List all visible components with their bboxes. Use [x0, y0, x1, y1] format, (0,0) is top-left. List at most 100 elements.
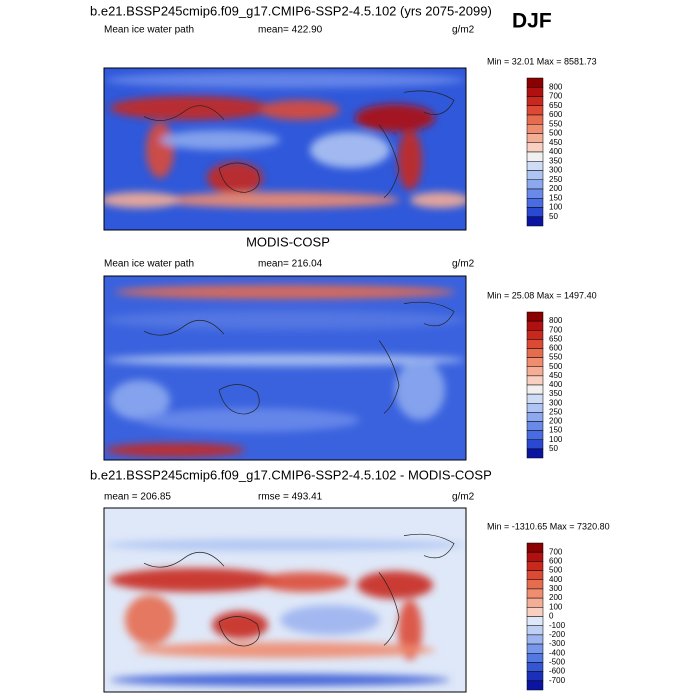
colorbar-box [526, 662, 544, 672]
colorbar-label: 700 [549, 547, 563, 556]
colorbar-box [526, 403, 544, 413]
colorbar-box [526, 348, 544, 358]
coastline [143, 301, 455, 415]
colorbar-label: 600 [549, 556, 563, 565]
panel-title: MODIS-COSP [246, 234, 330, 249]
colorbar-box [526, 142, 544, 153]
field-blob [355, 104, 435, 132]
colorbar-label: 550 [549, 353, 563, 362]
colorbar-box [526, 597, 544, 608]
colorbar-box [526, 412, 544, 422]
colorbar-label: 50 [549, 212, 558, 221]
colorbar-label: 650 [549, 101, 563, 110]
colorbar-box [526, 366, 544, 377]
field-blob [135, 642, 435, 658]
colorbar-box [526, 561, 544, 571]
colorbar-label: 700 [549, 92, 563, 101]
field-blob [260, 572, 350, 592]
field-blob [398, 600, 422, 660]
colorbar-label: -400 [549, 648, 566, 657]
map [104, 508, 466, 692]
field-blob [395, 360, 445, 420]
field-blob [146, 122, 174, 178]
colorbar-label: 100 [549, 203, 563, 212]
colorbar-label: 500 [549, 566, 563, 575]
colorbar-label: 800 [549, 316, 563, 325]
colorbar-label: -300 [549, 639, 566, 648]
colorbar-box [526, 393, 544, 404]
left-label: Mean ice water path [104, 259, 194, 270]
colorbar-label: 400 [549, 147, 563, 156]
colorbar-label: -700 [549, 676, 566, 685]
colorbar-label: 650 [549, 334, 563, 343]
season-label: DJF [512, 10, 552, 33]
colorbar-box [526, 87, 544, 97]
colorbar-box [526, 616, 544, 626]
field-blob [105, 443, 245, 457]
field-blob [280, 605, 380, 635]
colorbar-label: 150 [549, 426, 563, 435]
colorbar-label: 300 [549, 398, 563, 407]
colorbar-box [526, 430, 544, 440]
min-max: Min = -1310.65 Max = 7320.80 [487, 521, 610, 531]
field-blob [207, 162, 263, 194]
colorbar-label: 0 [549, 612, 554, 621]
colorbar-label: 250 [549, 175, 563, 184]
field-blob [160, 192, 400, 208]
colorbar-label: 550 [549, 119, 563, 128]
left-label: Mean ice water path [104, 25, 194, 36]
colorbar-box [526, 384, 544, 395]
map-frame [103, 67, 467, 231]
field-blob [105, 72, 465, 88]
colorbar-box [526, 579, 544, 590]
field-blob [357, 571, 433, 599]
min-max: Min = 32.01 Max = 8581.73 [487, 56, 597, 66]
colorbar-box [526, 96, 544, 106]
colorbar-label: 350 [549, 389, 563, 398]
colorbar-box [526, 105, 544, 116]
field-blob [140, 408, 360, 432]
field-blob [110, 380, 170, 420]
colorbar-label: 300 [549, 584, 563, 593]
colorbar-box [526, 161, 544, 171]
colorbar-box [526, 448, 544, 459]
colorbar-label: 50 [549, 444, 558, 453]
field-blob [105, 354, 465, 366]
colorbar-box [526, 588, 544, 599]
colorbar-box [526, 653, 544, 663]
field-blob [410, 192, 466, 208]
field-blob [105, 310, 465, 330]
colorbar-box [526, 625, 544, 636]
field-blob [398, 130, 422, 190]
colorbar-label: 100 [549, 435, 563, 444]
colorbar-label: 150 [549, 193, 563, 202]
colorbar-label: 450 [549, 138, 563, 147]
colorbar-box [526, 179, 544, 190]
map-field [104, 72, 466, 208]
colorbar-box [526, 320, 544, 331]
colorbar-box [526, 188, 544, 199]
colorbar-label: 400 [549, 575, 563, 584]
field-blob [260, 100, 340, 120]
colorbar-box [526, 207, 544, 217]
min-max: Min = 25.08 Max = 1497.40 [487, 290, 597, 300]
colorbar-box [526, 643, 544, 654]
colorbar-label: 450 [549, 371, 563, 380]
colorbar-box [526, 124, 544, 134]
colorbar-label: -600 [549, 667, 566, 676]
field-blob [125, 595, 175, 645]
center-label: rmse = 493.41 [258, 492, 323, 503]
colorbar-box [526, 357, 544, 367]
colorbar-box [526, 671, 544, 682]
colorbar-box [526, 170, 544, 180]
map-frame [103, 275, 467, 461]
panel-title: b.e21.BSSP245cmip6.f09_g17.CMIP6-SSP2-4.… [90, 3, 492, 18]
center-label: mean= 216.04 [258, 259, 323, 270]
colorbar-box [526, 339, 544, 349]
colorbar-label: 200 [549, 593, 563, 602]
colorbar-box [526, 151, 544, 162]
colorbar-label: -200 [549, 630, 566, 639]
map-field [105, 539, 465, 686]
map-frame [103, 507, 467, 693]
colorbar-label: 250 [549, 407, 563, 416]
